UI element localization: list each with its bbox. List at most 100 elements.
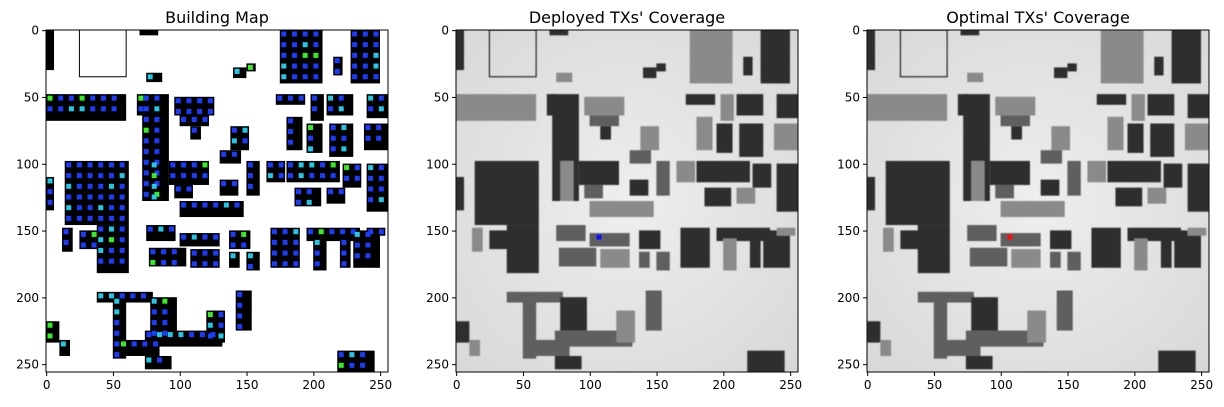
candidate-tx-dot	[282, 261, 288, 267]
building	[1107, 160, 1161, 183]
candidate-tx-dot	[308, 229, 314, 235]
candidate-tx-dot	[241, 231, 247, 237]
candidate-tx-dot	[247, 162, 253, 168]
x-tick-label: 100	[169, 378, 192, 392]
candidate-tx-dot	[313, 74, 319, 80]
candidate-tx-dot	[354, 175, 360, 181]
x-tick-label: 200	[1123, 378, 1146, 392]
candidate-tx-dot	[293, 250, 299, 256]
building	[506, 225, 539, 274]
candidate-tx-dot	[207, 322, 213, 328]
candidate-tx-dot	[282, 229, 288, 235]
building	[773, 123, 798, 151]
candidate-tx-dot	[271, 229, 277, 235]
building	[629, 150, 652, 164]
x-tick-label: 50	[516, 378, 531, 392]
candidate-tx-dot	[47, 106, 53, 112]
building	[1184, 123, 1209, 151]
candidate-tx-dot	[47, 189, 53, 195]
candidate-tx-dot	[202, 234, 208, 240]
candidate-tx-dot	[114, 320, 120, 326]
building	[148, 247, 187, 267]
building	[689, 30, 733, 84]
building	[723, 238, 737, 271]
building	[747, 350, 785, 372]
x-tick-label: 150	[236, 378, 259, 392]
candidate-tx-dot	[241, 242, 247, 248]
candidate-tx-dot	[213, 202, 219, 208]
candidate-tx-dot	[157, 332, 163, 338]
candidate-tx-dot	[247, 253, 253, 259]
building	[1040, 179, 1060, 196]
candidate-tx-dot	[293, 261, 299, 267]
building	[1147, 187, 1167, 204]
building	[1011, 126, 1022, 140]
building	[965, 330, 1044, 347]
building	[556, 72, 573, 83]
candidate-tx-dot	[178, 332, 184, 338]
building	[967, 225, 997, 242]
candidate-tx-dot	[314, 250, 320, 256]
candidate-tx-dot	[328, 189, 334, 195]
candidate-tx-dot	[80, 242, 86, 248]
building	[1067, 251, 1081, 271]
candidate-tx-dot	[154, 181, 160, 187]
candidate-tx-dot	[308, 135, 314, 141]
candidate-tx-dot	[143, 106, 149, 112]
candidate-tx-dot	[309, 162, 315, 168]
candidate-tx-dot	[312, 95, 318, 101]
candidate-tx-dot	[281, 74, 287, 80]
candidate-tx-dot	[63, 229, 69, 235]
building	[1158, 350, 1196, 372]
candidate-tx-dot	[90, 95, 96, 101]
candidate-tx-dot	[47, 322, 53, 328]
building	[456, 321, 470, 343]
building	[880, 339, 892, 356]
building	[1174, 230, 1201, 268]
candidate-tx-dot	[202, 261, 208, 267]
candidate-tx-dot	[108, 258, 114, 264]
y-tick-label: 0	[31, 24, 39, 38]
candidate-tx-dot	[146, 357, 152, 363]
candidate-tx-dot	[98, 215, 104, 221]
building	[867, 176, 876, 211]
candidate-tx-dot	[221, 151, 227, 157]
x-tick-label: 250	[1190, 378, 1213, 392]
y-tick-label: 100	[837, 157, 860, 171]
candidate-tx-dot	[237, 292, 243, 298]
y-tick-label: 100	[426, 157, 449, 171]
candidate-tx-dot	[344, 175, 350, 181]
candidate-tx-dot	[365, 253, 371, 259]
candidate-tx-dot	[237, 313, 243, 319]
building	[1054, 67, 1068, 79]
candidate-tx-dot	[154, 149, 160, 155]
building	[139, 30, 159, 36]
candidate-tx-dot	[151, 330, 157, 336]
building	[704, 187, 732, 207]
candidate-tx-dot	[281, 52, 287, 58]
candidate-tx-dot	[341, 146, 347, 152]
building	[1000, 233, 1041, 247]
building	[589, 115, 619, 127]
candidate-tx-dot	[143, 159, 149, 165]
candidate-tx-dot	[329, 229, 335, 235]
candidate-tx-dot	[287, 139, 293, 145]
building	[776, 94, 798, 119]
building-map-image	[46, 30, 388, 372]
candidate-tx-dot	[267, 162, 273, 168]
candidate-tx-dot	[213, 234, 219, 240]
candidate-tx-dot	[341, 135, 347, 141]
building	[1050, 251, 1061, 268]
candidate-tx-dot	[340, 229, 346, 235]
x-tick-label: 150	[1057, 378, 1080, 392]
candidate-tx-dot	[131, 341, 137, 347]
x-tick-label: 250	[369, 378, 392, 392]
building	[1011, 249, 1041, 268]
candidate-tx-dot	[313, 42, 319, 48]
candidate-tx-dot	[373, 42, 379, 48]
building	[558, 247, 597, 267]
candidate-tx-dot	[80, 231, 86, 237]
building	[739, 123, 764, 157]
candidate-tx-dot	[349, 362, 355, 368]
